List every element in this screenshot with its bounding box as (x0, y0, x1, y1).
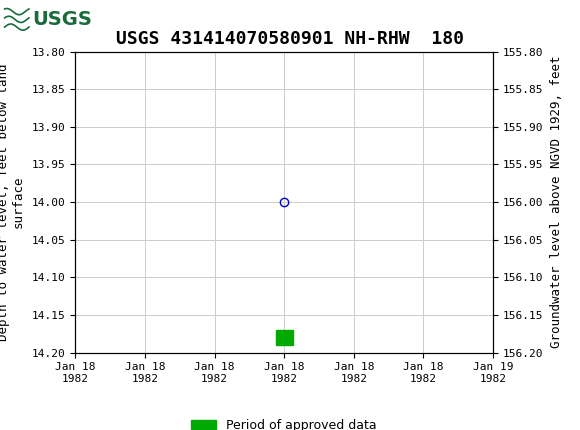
FancyBboxPatch shape (3, 2, 107, 37)
Y-axis label: Depth to water level, feet below land
surface: Depth to water level, feet below land su… (0, 63, 25, 341)
Bar (276, 330, 292, 345)
Y-axis label: Groundwater level above NGVD 1929, feet: Groundwater level above NGVD 1929, feet (550, 56, 563, 348)
Text: USGS 431414070580901 NH-RHW  180: USGS 431414070580901 NH-RHW 180 (116, 30, 464, 48)
Text: USGS: USGS (32, 10, 92, 29)
Legend: Period of approved data: Period of approved data (186, 414, 382, 430)
